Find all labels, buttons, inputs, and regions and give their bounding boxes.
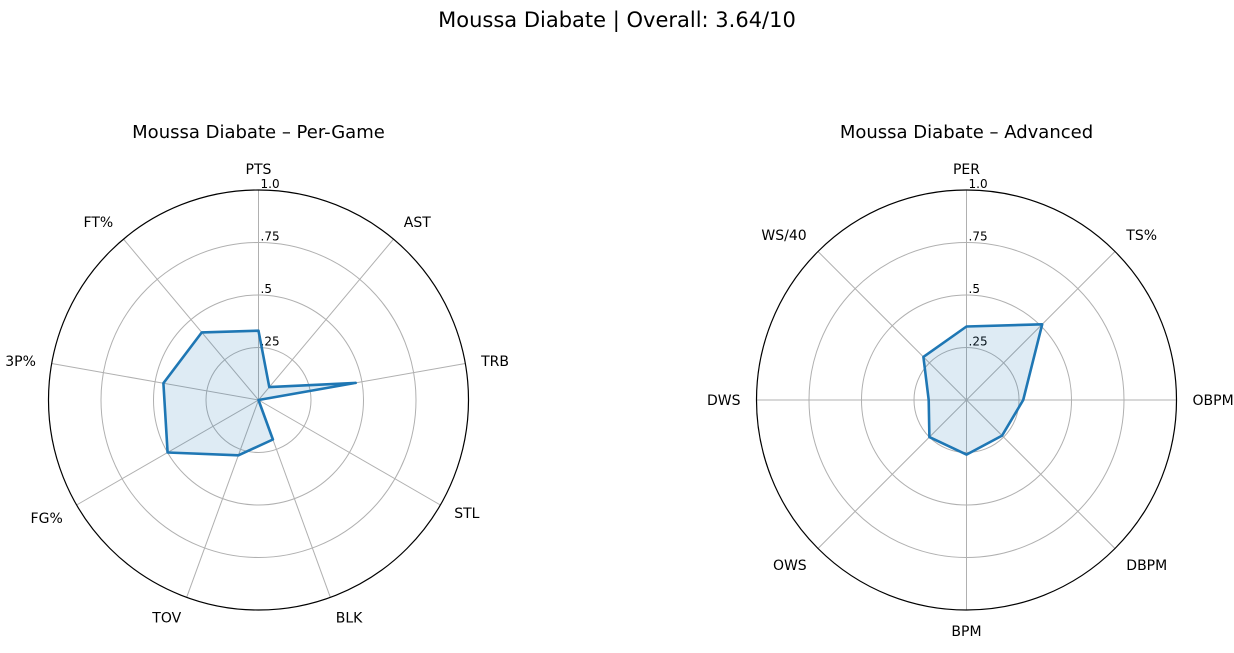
panel-title: Moussa Diabate – Per-Game xyxy=(132,122,385,143)
axis-label-blk: BLK xyxy=(336,610,363,626)
series-area xyxy=(163,330,356,456)
axis-label-dws: DWS xyxy=(707,393,741,409)
spoke-line xyxy=(817,251,967,401)
tick-label: 1.0 xyxy=(261,177,280,191)
spoke-line xyxy=(817,399,967,549)
axis-label-ast: AST xyxy=(404,215,431,231)
figure-title: Moussa Diabate | Overall: 3.64/10 xyxy=(438,8,796,32)
spoke-line xyxy=(966,399,1116,549)
axis-label-bpm: BPM xyxy=(951,624,981,640)
tick-label: .5 xyxy=(261,282,272,296)
axis-label-stl: STL xyxy=(454,506,479,522)
axis-label-ft: FT% xyxy=(84,215,114,231)
axis-label-fg: FG% xyxy=(31,511,63,527)
tick-label: .25 xyxy=(261,335,280,349)
tick-label: .75 xyxy=(969,230,988,244)
spoke-line xyxy=(258,399,441,506)
spoke-line xyxy=(51,363,259,401)
tick-label: 1.0 xyxy=(969,177,988,191)
axis-label-tov: TOV xyxy=(151,610,181,626)
panel-title: Moussa Diabate – Advanced xyxy=(840,122,1093,143)
axis-label-ts: TS% xyxy=(1125,228,1157,244)
spoke-line xyxy=(123,238,259,401)
axis-label-pts: PTS xyxy=(246,162,272,178)
tick-label: .5 xyxy=(969,282,980,296)
spoke-line xyxy=(258,238,394,401)
outer-frame xyxy=(755,189,1178,611)
axis-label-trb: TRB xyxy=(480,354,509,370)
axis-label-ws40: WS/40 xyxy=(761,228,806,244)
axis-label-per: PER xyxy=(953,162,980,178)
axis-label-ows: OWS xyxy=(773,558,807,574)
series-line xyxy=(162,329,358,457)
outer-frame xyxy=(47,189,470,611)
tick-label: .25 xyxy=(969,335,988,349)
tick-label: .75 xyxy=(261,230,280,244)
axis-label-3p: 3P% xyxy=(5,354,36,370)
axis-label-obpm: OBPM xyxy=(1193,393,1234,409)
spoke-line xyxy=(186,399,259,598)
axis-label-dbpm: DBPM xyxy=(1126,558,1167,574)
series-area xyxy=(923,324,1043,455)
